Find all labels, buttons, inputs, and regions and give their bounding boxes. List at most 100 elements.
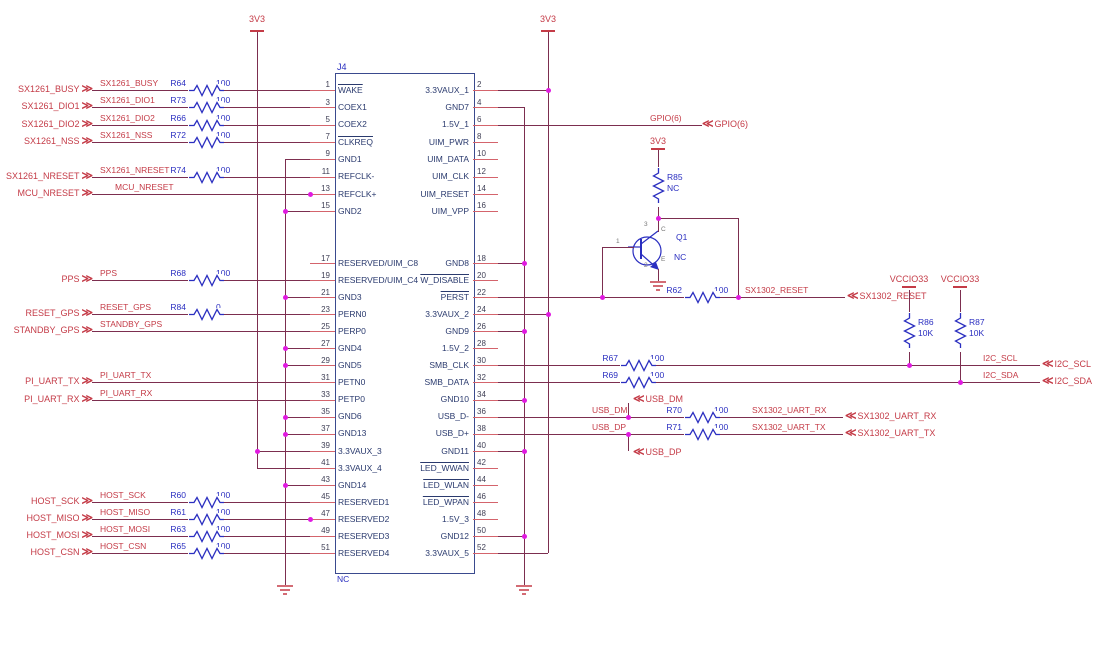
resistor-icon[interactable] [188, 308, 224, 321]
connector-pin-row[interactable]: 38 USB_D+ [340, 424, 502, 442]
power-3v3-label[interactable]: 3V3 [248, 14, 265, 24]
resistor-icon[interactable] [620, 359, 656, 372]
resistor-icon[interactable] [954, 312, 967, 352]
port-host-csn[interactable]: HOST_CSN [0, 547, 92, 558]
port-host-mosi[interactable]: HOST_MOSI [0, 530, 92, 541]
connector-pin-row[interactable]: 45 RESERVED1 [297, 492, 473, 510]
connector-pin-row[interactable]: 51 RESERVED4 [297, 543, 473, 561]
port-i2c-scl[interactable]: I2C_SCL [1042, 359, 1092, 370]
port-mcu-nreset[interactable]: MCU_NRESET [0, 188, 92, 199]
port-sx1261-dio2[interactable]: SX1261_DIO2 [0, 119, 92, 130]
connector-pin-row[interactable]: 36 USB_D- [340, 407, 502, 425]
connector-pin-row[interactable]: 28 1.5V_2 [340, 339, 502, 357]
connector-pin-row[interactable]: 18 GND8 [340, 254, 502, 272]
connector-pin-row[interactable]: 32 SMB_DATA [340, 373, 502, 391]
port-standby-gps[interactable]: STANDBY_GPS [0, 325, 92, 336]
connector-pin-row[interactable]: 41 3.3VAUX_4 [297, 458, 473, 476]
connector-pin-row[interactable]: 12 UIM_CLK [340, 167, 502, 185]
port-sx1261-nss[interactable]: SX1261_NSS [0, 136, 92, 147]
port-i2c-sda[interactable]: I2C_SDA [1042, 376, 1093, 387]
power-3v3-label[interactable]: 3V3 [649, 136, 666, 146]
resistor-icon[interactable] [903, 312, 916, 352]
resistor-icon[interactable] [188, 101, 224, 114]
port-gpio[interactable]: GPIO(6) [702, 119, 749, 130]
connector-pin-row[interactable]: 3 COEX1 [297, 98, 473, 116]
connector-pin-row[interactable]: 44 LED_WLAN [340, 475, 502, 493]
connector-pin-row[interactable]: 17 RESERVED/UIM_C8 [297, 254, 473, 272]
ground-icon[interactable] [648, 281, 668, 293]
connector-pin-row[interactable]: 8 UIM_PWR [340, 132, 502, 150]
connector-pin-row[interactable]: 52 3.3VAUX_5 [340, 543, 502, 561]
connector-pin-row[interactable]: 37 GND13 [297, 424, 473, 442]
connector-pin-row[interactable]: 29 GND5 [297, 356, 473, 374]
resistor-icon[interactable] [188, 513, 224, 526]
connector-pin-row[interactable]: 11 REFCLK- [297, 167, 473, 185]
connector-pin-row[interactable]: 48 1.5V_3 [340, 509, 502, 527]
connector-pin-row[interactable]: 50 GND12 [340, 526, 502, 544]
ground-icon[interactable] [275, 585, 295, 597]
connector-pin-row[interactable]: 47 RESERVED2 [297, 509, 473, 527]
connector-pin-row[interactable]: 13 REFCLK+ [297, 184, 473, 202]
power-vccio33-label[interactable]: VCCIO33 [889, 274, 929, 284]
port-pps[interactable]: PPS [0, 274, 92, 285]
connector-pin-row[interactable]: 2 3.3VAUX_1 [340, 80, 502, 98]
connector-pin-row[interactable]: 9 GND1 [297, 149, 473, 167]
resistor-icon[interactable] [652, 167, 665, 207]
resistor-icon[interactable] [188, 136, 224, 149]
connector-pin-row[interactable]: 5 COEX2 [297, 115, 473, 133]
resistor-icon[interactable] [188, 547, 224, 560]
connector-pin-row[interactable]: 14 UIM_RESET [340, 184, 502, 202]
connector-pin-row[interactable]: 19 RESERVED/UIM_C4 [297, 271, 473, 289]
port-host-sck[interactable]: HOST_SCK [0, 496, 92, 507]
connector-pin-row[interactable]: 20 W_DISABLE [340, 271, 502, 289]
connector-pin-row[interactable]: 39 3.3VAUX_3 [297, 441, 473, 459]
connector-pin-row[interactable]: 42 LED_WWAN [340, 458, 502, 476]
port-usb-dm[interactable]: USB_DM [633, 394, 684, 405]
connector-pin-row[interactable]: 25 PERP0 [297, 322, 473, 340]
port-sx1261-busy[interactable]: SX1261_BUSY [0, 84, 92, 95]
resistor-icon[interactable] [684, 428, 720, 441]
power-vccio33-label[interactable]: VCCIO33 [940, 274, 980, 284]
connector-pin-row[interactable]: 15 GND2 [297, 201, 473, 219]
resistor-icon[interactable] [620, 376, 656, 389]
power-3v3-label[interactable]: 3V3 [539, 14, 556, 24]
connector-pin-row[interactable]: 30 SMB_CLK [340, 356, 502, 374]
connector-pin-row[interactable]: 7 CLKREQ [297, 132, 473, 150]
port-usb-dp[interactable]: USB_DP [633, 447, 682, 458]
connector-pin-row[interactable]: 6 1.5V_1 [340, 115, 502, 133]
port-pi-uart-rx[interactable]: PI_UART_RX [0, 394, 92, 405]
port-host-miso[interactable]: HOST_MISO [0, 513, 92, 524]
connector-pin-row[interactable]: 10 UIM_DATA [340, 149, 502, 167]
port-sx1261-dio1[interactable]: SX1261_DIO1 [0, 101, 92, 112]
connector-pin-row[interactable]: 49 RESERVED3 [297, 526, 473, 544]
connector-pin-row[interactable]: 16 UIM_VPP [340, 201, 502, 219]
port-sx1302-uart-tx[interactable]: SX1302_UART_TX [845, 428, 936, 439]
connector-pin-row[interactable]: 26 GND9 [340, 322, 502, 340]
connector-pin-row[interactable]: 23 PERN0 [297, 305, 473, 323]
connector-pin-row[interactable]: 21 GND3 [297, 288, 473, 306]
port-sx1302-reset[interactable]: SX1302_RESET [847, 291, 927, 302]
port-sx1302-uart-rx[interactable]: SX1302_UART_RX [845, 411, 937, 422]
port-reset-gps[interactable]: RESET_GPS [0, 308, 92, 319]
resistor-icon[interactable] [188, 274, 224, 287]
connector-pin-row[interactable]: 24 3.3VAUX_2 [340, 305, 502, 323]
resistor-icon[interactable] [188, 119, 224, 132]
port-sx1261-nreset[interactable]: SX1261_NRESET [0, 171, 92, 182]
connector-pin-row[interactable]: 1 WAKE [297, 80, 473, 98]
connector-pin-row[interactable]: 4 GND7 [340, 98, 502, 116]
connector-pin-row[interactable]: 22 PERST [340, 288, 502, 306]
connector-pin-row[interactable]: 34 GND10 [340, 390, 502, 408]
connector-pin-row[interactable]: 27 GND4 [297, 339, 473, 357]
connector-pin-row[interactable]: 40 GND11 [340, 441, 502, 459]
connector-j4-body[interactable] [335, 73, 475, 574]
connector-pin-row[interactable]: 33 PETP0 [297, 390, 473, 408]
transistor-icon[interactable] [628, 229, 664, 273]
connector-pin-row[interactable]: 46 LED_WPAN [340, 492, 502, 510]
resistor-icon[interactable] [188, 530, 224, 543]
resistor-icon[interactable] [188, 171, 224, 184]
resistor-icon[interactable] [684, 291, 720, 304]
resistor-icon[interactable] [188, 84, 224, 97]
port-pi-uart-tx[interactable]: PI_UART_TX [0, 376, 92, 387]
connector-pin-row[interactable]: 43 GND14 [297, 475, 473, 493]
connector-pin-row[interactable]: 31 PETN0 [297, 373, 473, 391]
